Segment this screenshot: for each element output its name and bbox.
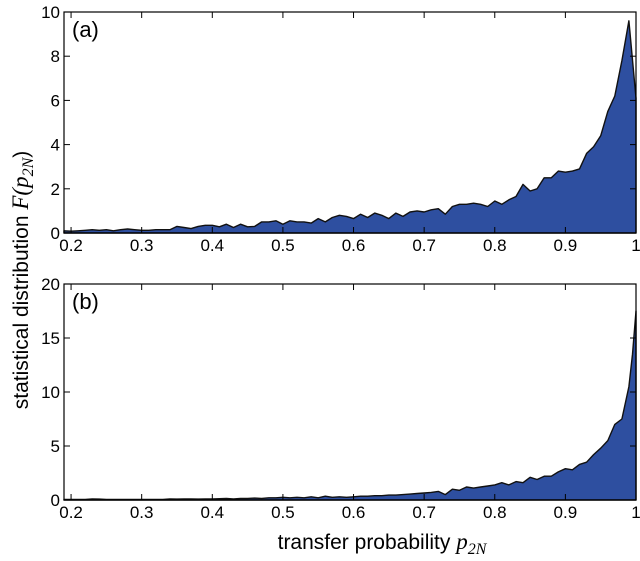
x-tick-label: 0.2 bbox=[59, 236, 83, 255]
area-series-0 bbox=[63, 310, 637, 501]
y-tick-label: 4 bbox=[51, 136, 60, 155]
y-axis-label-arg: (p bbox=[8, 176, 33, 195]
y-axis-label-sub: 2N bbox=[20, 156, 37, 176]
plot-frame bbox=[63, 283, 637, 501]
y-tick-label: 15 bbox=[41, 329, 60, 348]
y-axis-label-close: ) bbox=[10, 151, 33, 158]
x-tick-label: 0.8 bbox=[483, 503, 507, 522]
y-axis-label-func: F bbox=[8, 195, 33, 211]
x-tick-label: 0.8 bbox=[483, 236, 507, 255]
x-tick-label: 0.4 bbox=[200, 236, 224, 255]
y-tick-label: 6 bbox=[51, 91, 60, 110]
y-tick-label: 2 bbox=[51, 180, 60, 199]
x-tick-label: 0.4 bbox=[200, 503, 224, 522]
x-tick-label: 0.3 bbox=[130, 236, 154, 255]
x-tick-label: 0.7 bbox=[412, 503, 436, 522]
plot-frame bbox=[63, 11, 637, 234]
x-tick-label: 0.2 bbox=[59, 503, 83, 522]
y-axis-label: statistical distribution F(p2N) bbox=[8, 151, 37, 410]
y-tick-label: 0 bbox=[51, 491, 60, 510]
x-tick-label: 0.3 bbox=[130, 503, 154, 522]
area-series-0 bbox=[63, 20, 637, 234]
x-tick-label: 0.7 bbox=[412, 236, 436, 255]
x-tick-label: 0.6 bbox=[342, 503, 366, 522]
x-axis-label-text: transfer probability bbox=[278, 531, 457, 554]
x-tick-label: 1 bbox=[631, 503, 640, 522]
x-tick-label: 0.6 bbox=[342, 236, 366, 255]
x-tick-label: 0.5 bbox=[271, 503, 295, 522]
y-tick-label: 10 bbox=[41, 3, 60, 22]
x-tick-label: 0.9 bbox=[554, 236, 578, 255]
x-tick-label: 1 bbox=[631, 236, 640, 255]
panel-label: (b) bbox=[72, 289, 99, 314]
y-tick-label: 8 bbox=[51, 47, 60, 66]
y-tick-label: 20 bbox=[41, 275, 60, 294]
x-tick-label: 0.9 bbox=[554, 503, 578, 522]
x-axis-label-var: p bbox=[454, 529, 468, 554]
x-axis-label-sub: 2N bbox=[468, 541, 488, 558]
y-tick-label: 0 bbox=[51, 224, 60, 243]
panel-label: (a) bbox=[72, 17, 99, 42]
x-axis-label: transfer probability p2N bbox=[278, 529, 488, 558]
y-axis-label-text: statistical distribution bbox=[10, 210, 33, 410]
x-tick-label: 0.5 bbox=[271, 236, 295, 255]
y-tick-label: 5 bbox=[51, 437, 60, 456]
y-tick-label: 10 bbox=[41, 383, 60, 402]
